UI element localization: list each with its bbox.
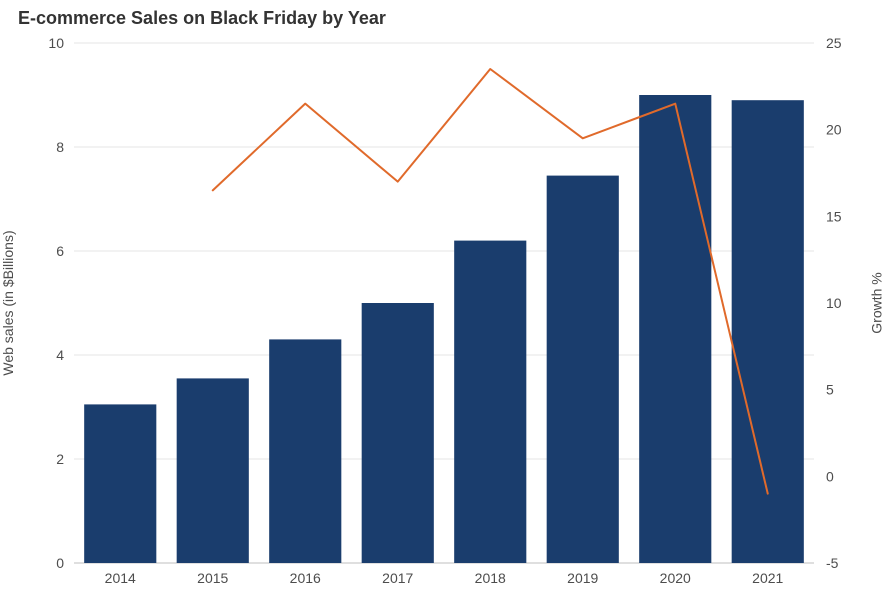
- bar: [639, 95, 711, 563]
- bar: [177, 378, 249, 563]
- y-axis-label-right: Growth %: [868, 272, 884, 333]
- y-left-tick: 4: [56, 347, 64, 363]
- y-right-tick: 10: [826, 295, 842, 311]
- bar: [362, 303, 434, 563]
- y-right-tick: -5: [826, 555, 839, 571]
- x-tick-label: 2016: [290, 570, 321, 586]
- y-left-tick: 0: [56, 555, 64, 571]
- y-left-tick: 10: [48, 35, 64, 51]
- y-left-tick: 2: [56, 451, 64, 467]
- chart-plot-wrap: Web sales (in $Billions) Growth % 024681…: [14, 33, 874, 593]
- x-tick-label: 2017: [382, 570, 413, 586]
- chart-title: E-commerce Sales on Black Friday by Year: [18, 8, 876, 29]
- x-tick-label: 2018: [475, 570, 506, 586]
- y-right-tick: 20: [826, 122, 842, 138]
- bar: [84, 404, 156, 563]
- x-tick-label: 2014: [105, 570, 136, 586]
- chart-svg: 0 2 4 6 8 10 -5 0 5 10 15 20 25 2014 2015 2016 2017 2018 2…: [14, 33, 874, 593]
- x-tick-label: 2019: [567, 570, 598, 586]
- y-right-tick: 25: [826, 35, 842, 51]
- y-right-tick: 0: [826, 468, 834, 484]
- bar: [547, 176, 619, 563]
- y-left-tick: 6: [56, 243, 64, 259]
- x-tick-label: 2015: [197, 570, 228, 586]
- y-right-tick: 5: [826, 382, 834, 398]
- y-right-tick: 15: [826, 208, 842, 224]
- x-tick-label: 2020: [660, 570, 691, 586]
- y-left-tick: 8: [56, 139, 64, 155]
- chart-container: E-commerce Sales on Black Friday by Year…: [0, 0, 890, 603]
- x-tick-label: 2021: [752, 570, 783, 586]
- bar: [269, 339, 341, 563]
- bar: [454, 241, 526, 563]
- y-axis-label-left: Web sales (in $Billions): [0, 230, 16, 375]
